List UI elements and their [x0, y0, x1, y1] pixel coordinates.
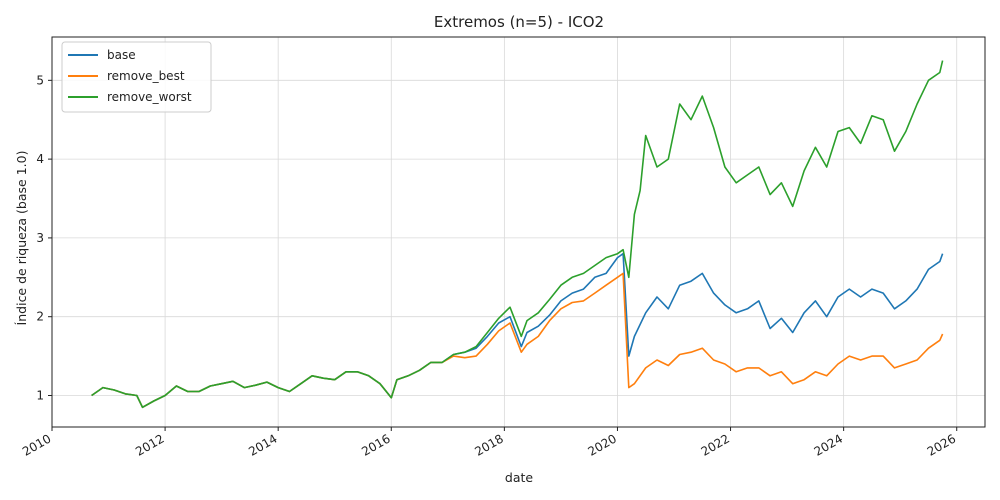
legend-label: remove_worst [107, 90, 192, 104]
legend: base remove_best remove_worst [61, 41, 212, 113]
legend-label: base [107, 48, 136, 62]
y-tick-label: 4 [36, 152, 44, 166]
y-axis-label: Índice de riqueza (base 1.0) [14, 151, 29, 326]
y-tick-label: 5 [36, 73, 44, 87]
y-axis: 1 2 3 4 5 [36, 73, 52, 402]
legend-label: remove_best [107, 69, 185, 83]
series-layer [91, 60, 944, 409]
legend-box [61, 41, 212, 113]
plot-frame [51, 36, 986, 428]
chart-title: Extremos (n=5) - ICO2 [434, 13, 604, 31]
x-axis-label: date [505, 470, 533, 485]
y-tick-label: 1 [36, 388, 44, 402]
series-line-remove-worst [91, 60, 944, 409]
y-tick-label: 3 [36, 231, 44, 245]
grid [51, 37, 985, 427]
y-tick-label: 2 [36, 310, 44, 324]
